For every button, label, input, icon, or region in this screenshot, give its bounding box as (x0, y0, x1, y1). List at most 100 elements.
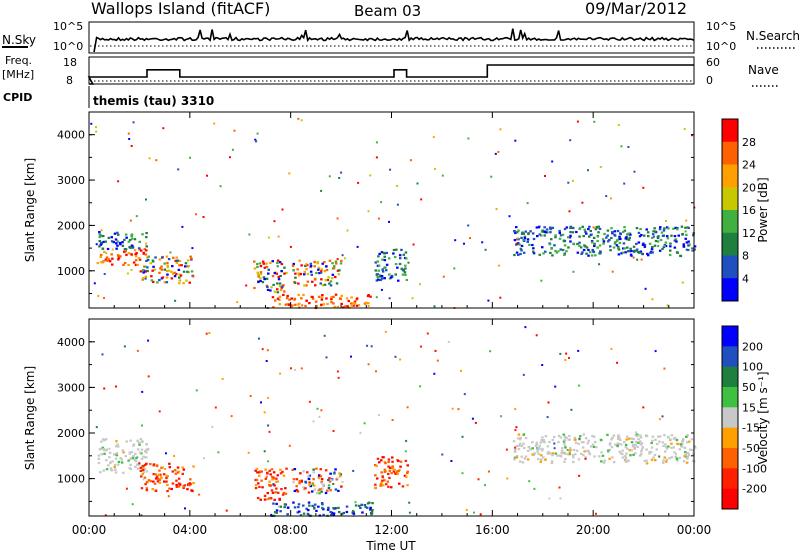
echo-point (474, 421, 477, 424)
echo-point (99, 234, 102, 237)
echo-point (331, 273, 335, 276)
echo-point (396, 472, 400, 476)
echo-point (274, 511, 277, 514)
echo-point (275, 480, 278, 483)
echo-point (546, 231, 549, 234)
echo-point (320, 478, 324, 481)
echo-point (608, 443, 612, 446)
echo-point (436, 359, 439, 362)
echo-point (654, 350, 657, 353)
echo-point (256, 471, 259, 474)
echo-point (627, 238, 631, 241)
echo-point (146, 256, 149, 259)
echo-point (572, 460, 575, 464)
echo-point (617, 248, 621, 251)
echo-point (584, 456, 587, 459)
echo-point (109, 467, 113, 470)
echo-point (282, 474, 286, 477)
echo-point (100, 241, 103, 244)
echo-point (134, 263, 138, 266)
echo-point (367, 210, 370, 213)
echo-point (558, 454, 562, 457)
colorbar-tick-label: 4 (742, 272, 749, 285)
echo-point (409, 159, 412, 162)
echo-point (381, 476, 385, 479)
echo-point (138, 248, 141, 251)
echo-point (538, 233, 541, 236)
echo-point (332, 512, 336, 515)
echo-point (576, 242, 579, 246)
echo-point (317, 505, 320, 508)
echo-point (484, 248, 487, 251)
echo-point (333, 471, 336, 474)
echo-point (179, 274, 183, 277)
echo-point (320, 298, 324, 301)
echo-point (614, 241, 617, 244)
echo-point (572, 242, 575, 245)
echo-point (369, 506, 372, 509)
echo-point (568, 451, 572, 454)
echo-point (650, 458, 654, 461)
echo-point (526, 458, 530, 461)
echo-point (626, 460, 629, 463)
echo-point (387, 257, 391, 260)
echo-point (540, 279, 543, 282)
echo-point (318, 415, 321, 418)
echo-point (657, 435, 660, 438)
echo-point (292, 501, 295, 504)
echo-point (124, 248, 128, 251)
echo-point (111, 263, 114, 266)
echo-point (318, 272, 321, 275)
echo-point (130, 244, 134, 247)
echo-point (127, 252, 131, 255)
echo-point (377, 278, 380, 281)
echo-point (320, 409, 323, 412)
echo-point (554, 452, 558, 455)
colorbar-segment (722, 387, 738, 408)
echo-point (155, 464, 159, 468)
echo-point (100, 261, 103, 264)
echo-point (366, 506, 369, 509)
echo-point (531, 243, 534, 247)
echo-point (560, 449, 564, 453)
echo-point (592, 226, 595, 229)
colorbar-segment (722, 119, 738, 143)
echo-point (572, 448, 576, 451)
echo-point (600, 460, 603, 463)
echo-point (323, 270, 326, 273)
echo-point (442, 275, 445, 278)
echo-point (687, 451, 690, 455)
ytick-label: 4000 (57, 129, 85, 142)
echo-point (295, 489, 298, 492)
echo-point (324, 469, 328, 472)
echo-point (521, 461, 525, 464)
echo-point (584, 230, 587, 233)
echo-point (141, 277, 145, 280)
nsky-tick-bottom: 10^0 (53, 40, 83, 53)
echo-point (275, 511, 278, 514)
echo-point (305, 284, 308, 287)
colorbar-tick-label: 24 (742, 159, 756, 172)
echo-point (551, 226, 555, 229)
echo-point (659, 435, 662, 438)
echo-point (319, 468, 322, 471)
echo-point (104, 240, 107, 243)
echo-point (265, 262, 268, 265)
echo-point (416, 182, 419, 185)
echo-point (275, 509, 279, 512)
echo-point (513, 230, 516, 233)
echo-point (332, 267, 336, 270)
echo-point (276, 282, 279, 285)
echo-point (682, 460, 686, 463)
echo-point (285, 297, 289, 300)
echo-point (328, 477, 331, 480)
echo-point (129, 457, 132, 460)
echo-point (115, 454, 119, 457)
echo-point (161, 276, 165, 279)
echo-point (515, 226, 518, 229)
echo-point (551, 160, 554, 163)
echo-point (105, 259, 109, 262)
echo-point (404, 459, 408, 462)
echo-point (541, 246, 544, 249)
